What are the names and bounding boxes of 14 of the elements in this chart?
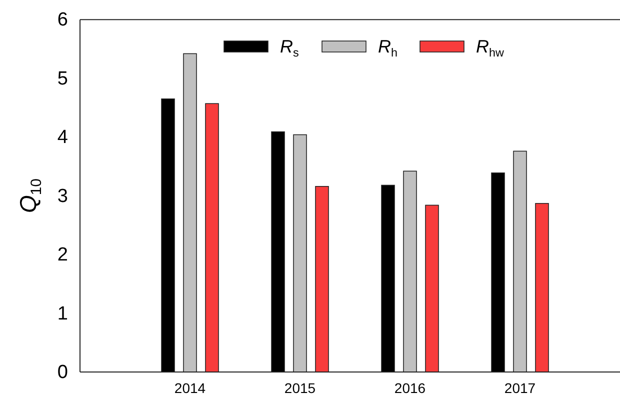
x-tick-label: 2017: [504, 380, 536, 396]
legend-label: R$_{s}$: [280, 36, 299, 60]
x-tick-label: 2014: [174, 380, 206, 396]
legend-label: R$_{h}$: [378, 36, 398, 60]
y-tick-label: 5: [57, 68, 68, 90]
x-tick-label: 2016: [394, 380, 426, 396]
x-tick-label: 2015: [284, 380, 316, 396]
y-tick-label: 3: [57, 186, 68, 207]
y-tick-label: 6: [57, 10, 68, 31]
y-tick-label: 2: [57, 244, 68, 266]
legend-label: R$_{hw}$: [476, 36, 504, 60]
y-tick-label: 4: [57, 127, 68, 148]
y-tick-label: 0: [57, 362, 68, 384]
y-tick-label: 1: [57, 303, 68, 324]
